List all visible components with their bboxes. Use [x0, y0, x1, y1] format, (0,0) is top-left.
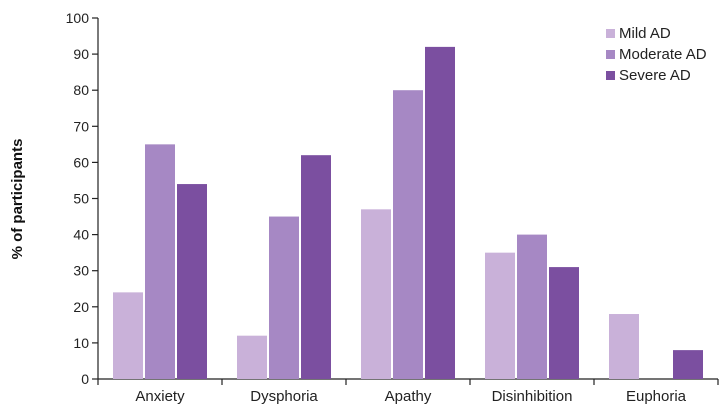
bar-severe-ad-anxiety — [177, 184, 207, 379]
bars — [113, 46, 703, 379]
legend-label: Severe AD — [619, 67, 691, 84]
y-tick-label: 90 — [73, 46, 89, 62]
y-axis-label: % of participants — [9, 139, 26, 260]
bar-moderate-ad-apathy — [393, 90, 423, 379]
y-tick-label: 10 — [73, 335, 89, 351]
y-tick-label: 100 — [66, 10, 90, 26]
y-tick-label: 80 — [73, 82, 89, 98]
x-tick-label: Apathy — [385, 388, 432, 405]
bar-mild-ad-apathy — [361, 209, 391, 379]
y-tick-label: 0 — [81, 371, 89, 387]
bar-moderate-ad-dysphoria — [269, 216, 299, 379]
y-axis: 0 10 20 30 40 50 60 70 80 90 100 — [66, 10, 99, 387]
legend-swatch — [606, 50, 615, 59]
bar-severe-ad-euphoria — [673, 350, 703, 379]
bar-mild-ad-disinhibition — [485, 252, 515, 379]
y-tick-label: 50 — [73, 191, 89, 207]
legend-swatch — [606, 71, 615, 80]
legend-label: Moderate AD — [619, 46, 707, 63]
y-tick-label: 60 — [73, 154, 89, 170]
y-tick-label: 70 — [73, 118, 89, 134]
x-axis: Anxiety Dysphoria Apathy Disinhibition Eupho… — [97, 378, 719, 405]
bar-severe-ad-disinhibition — [549, 267, 579, 379]
y-tick-label: 40 — [73, 227, 89, 243]
legend: Mild AD Moderate AD Severe AD — [606, 25, 707, 84]
x-tick-label: Dysphoria — [250, 388, 318, 405]
bar-severe-ad-apathy — [425, 46, 455, 379]
bar-mild-ad-anxiety — [113, 292, 143, 379]
bar-severe-ad-dysphoria — [301, 155, 331, 379]
bar-mild-ad-dysphoria — [237, 335, 267, 379]
x-tick-label: Anxiety — [135, 388, 185, 405]
bar-moderate-ad-anxiety — [145, 144, 175, 379]
x-tick-label: Euphoria — [626, 388, 687, 405]
bar-moderate-ad-disinhibition — [517, 234, 547, 379]
legend-label: Mild AD — [619, 25, 671, 42]
legend-swatch — [606, 29, 615, 38]
y-tick-label: 20 — [73, 299, 89, 315]
y-tick-label: 30 — [73, 263, 89, 279]
x-tick-label: Disinhibition — [492, 388, 573, 405]
bar-mild-ad-euphoria — [609, 314, 639, 379]
